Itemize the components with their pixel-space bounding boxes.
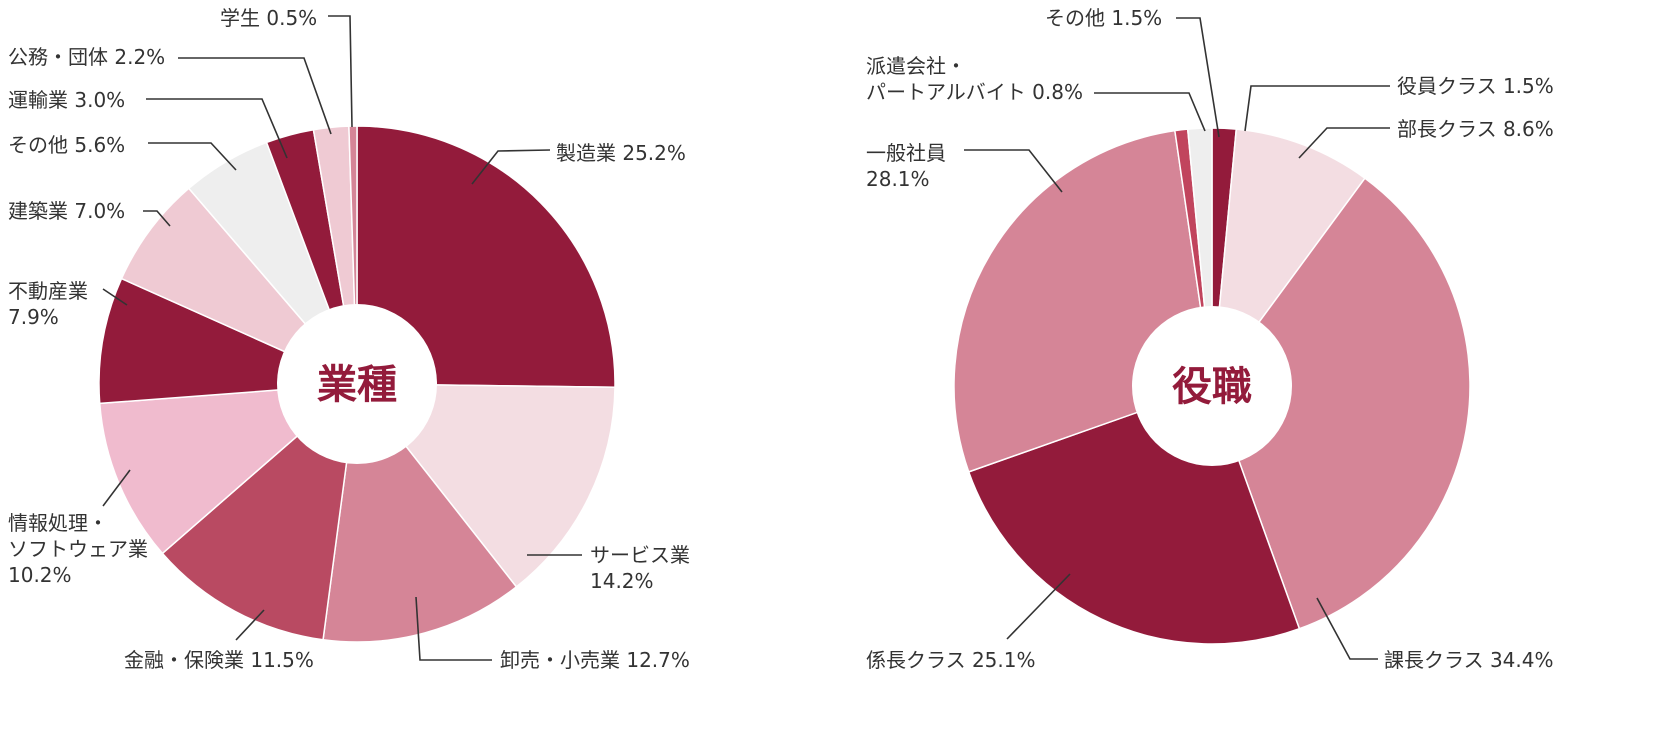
industry-leader-line-5 — [102, 288, 128, 306]
industry-slice-0 — [356, 125, 616, 388]
industry-label-6: 建築業 7.0% — [8, 199, 125, 223]
industry-label-9: 公務・団体 2.2% — [8, 45, 165, 69]
position-label-3: 係長クラス 25.1% — [866, 648, 1036, 672]
position-leader-line-4 — [964, 149, 1063, 193]
industry-leader-line-7 — [148, 142, 237, 171]
position-leader-line-5 — [1094, 92, 1206, 132]
position-label-1: 部長クラス 8.6% — [1397, 117, 1554, 141]
position-center-title: 役職 — [1172, 364, 1252, 410]
industry-center-title: 業種 — [317, 362, 397, 408]
position-leader-line-6 — [1176, 17, 1220, 138]
industry-center-hole — [277, 304, 437, 464]
industry-leader-line-9 — [178, 57, 332, 135]
industry-label-0: 製造業 25.2% — [556, 141, 686, 165]
position-label-2: 課長クラス 34.4% — [1384, 648, 1554, 672]
position-label-0: 役員クラス 1.5% — [1397, 74, 1554, 98]
industry-label-5: 不動産業 7.9% — [8, 279, 88, 329]
position-slice-2 — [1211, 177, 1471, 630]
industry-label-1: サービス業 14.2% — [590, 543, 690, 593]
position-label-5: 派遣会社・パートアルバイト 0.8% — [866, 54, 1083, 104]
position-pie-chart: 役職 役員クラス 1.5% 部長クラス 8.6% 課長クラス 34.4% 係長クラス 2… — [866, 6, 1554, 672]
industry-label-4: 情報処理・ソフトウェア業 10.2% — [8, 511, 148, 587]
industry-label-8: 運輸業 3.0% — [8, 88, 125, 112]
industry-leader-line-6 — [143, 210, 171, 227]
industry-leader-line-0 — [471, 149, 551, 185]
industry-leader-line-3 — [235, 609, 265, 641]
industry-slice-3 — [161, 382, 359, 641]
position-leader-line-2 — [1316, 597, 1378, 660]
industry-leader-line-2 — [415, 596, 492, 661]
position-leader-line-0 — [1244, 85, 1390, 132]
industry-label-3: 金融・保険業 11.5% — [124, 648, 314, 672]
position-center-hole — [1132, 306, 1292, 466]
position-leader-line-1 — [1298, 127, 1390, 159]
position-leader-line-3 — [1006, 573, 1071, 640]
industry-slice-1 — [355, 383, 616, 588]
industry-label-10: 学生 0.5% — [220, 6, 317, 30]
industry-leader-line-4 — [102, 469, 131, 507]
position-label-4: 一般社員 28.1% — [866, 141, 946, 191]
industry-label-2: 卸売・小売業 12.7% — [500, 648, 690, 672]
industry-label-7: その他 5.6% — [8, 133, 125, 157]
industry-leader-line-10 — [328, 15, 353, 128]
position-label-6: その他 1.5% — [1045, 6, 1162, 30]
industry-pie-chart: 業種 製造業 25.2% サービス業 14.2% 卸売・小売業 12.7% 金融・保険業 … — [8, 6, 690, 672]
industry-leader-line-8 — [146, 98, 288, 159]
